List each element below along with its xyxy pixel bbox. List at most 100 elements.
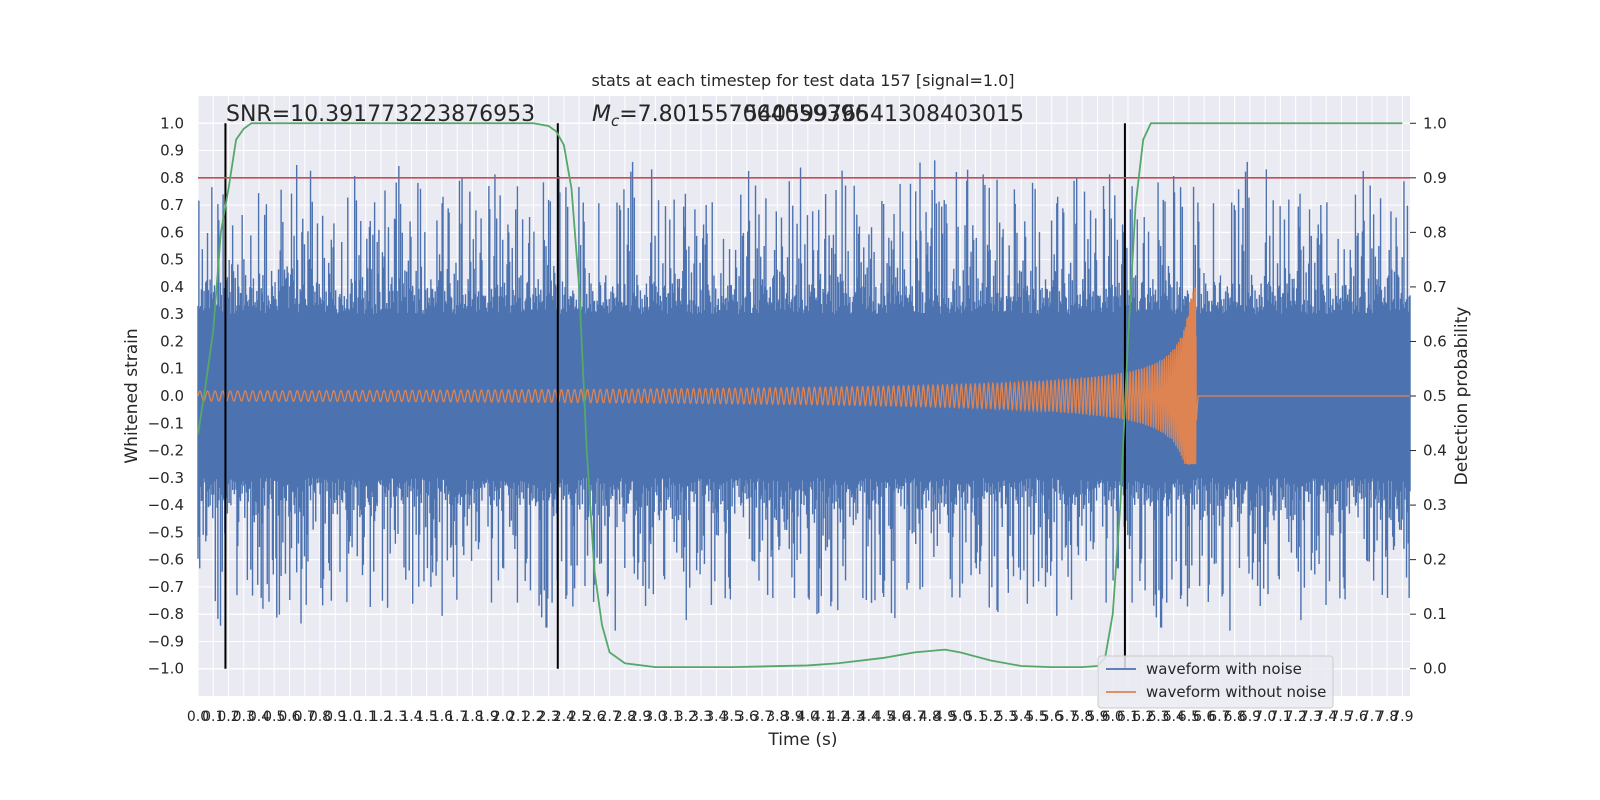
y2-tick-label: 0.9 (1423, 169, 1447, 187)
y-tick-label: −0.3 (148, 469, 184, 487)
x-tick-label: 2.6 (583, 709, 605, 725)
y-tick-label: 0.7 (160, 196, 184, 214)
x-tick-label: 4.8 (919, 709, 941, 725)
legend-label-noise: waveform with noise (1146, 660, 1302, 678)
x-tick-label: 7.9 (1391, 709, 1413, 725)
x-tick-label: 4.9 (934, 709, 956, 725)
x-tick-label: 2.0 (492, 709, 514, 725)
x-tick-label: 3.6 (736, 709, 758, 725)
x-tick-label: 1.5 (416, 709, 438, 725)
x-tick-label: 1.3 (385, 709, 407, 725)
x-tick-label: 3.2 (675, 709, 697, 725)
x-tick-label: 5.9 (1086, 709, 1108, 725)
x-axis-label: Time (s) (767, 730, 837, 750)
y2-tick-label: 0.0 (1423, 660, 1447, 678)
x-tick-label: 3.1 (659, 709, 681, 725)
y-tick-label: −0.5 (148, 523, 184, 541)
x-tick-label: 3.8 (766, 709, 788, 725)
y-tick-label: 0.0 (160, 387, 184, 405)
y-tick-label: −0.7 (148, 578, 184, 596)
y-tick-label: 1.0 (160, 114, 184, 132)
x-tick-label: 4.3 (842, 709, 864, 725)
x-tick-label: 4.7 (903, 709, 925, 725)
x-tick-label: 1.0 (339, 709, 361, 725)
x-tick-label: 5.3 (995, 709, 1017, 725)
x-tick-label: 2.5 (568, 709, 590, 725)
y-tick-label: 0.1 (160, 360, 184, 378)
x-tick-label: 7.3 (1300, 709, 1322, 725)
x-tick-label: 5.5 (1025, 709, 1047, 725)
x-tick-label: 5.4 (1010, 709, 1032, 725)
x-tick-label: 6.8 (1224, 709, 1246, 725)
x-tick-label: 6.5 (1178, 709, 1200, 725)
x-tick-label: 2.2 (522, 709, 544, 725)
x-tick-label: 6.9 (1239, 709, 1261, 725)
x-tick-label: 2.9 (629, 709, 651, 725)
y-tick-label: −0.6 (148, 551, 184, 569)
x-tick-label: 7.2 (1285, 709, 1307, 725)
series-detection-probability (197, 122, 1403, 668)
x-tick-label: 2.4 (553, 709, 575, 725)
y-axis-ticks: 1.0 0.9 0.8 0.7 0.6 0.5 0.4 0.3 0.2 0.1 0.0 −0.1 −0.… (148, 114, 184, 677)
mc-value: =7.801557064059396 (619, 102, 868, 127)
y2-axis-label: Detection probability (1452, 307, 1472, 486)
x-tick-label: 2.7 (598, 709, 620, 725)
x-tick-label: 2.8 (614, 709, 636, 725)
y2-tick-label: 0.3 (1423, 496, 1447, 514)
y-tick-label: 0.4 (160, 278, 184, 296)
legend-box (1097, 655, 1334, 709)
y-tick-label: −0.4 (148, 496, 184, 514)
mc-subscript: c (611, 112, 620, 130)
x-tick-label: 1.7 (446, 709, 468, 725)
x-tick-label: 6.6 (1193, 709, 1215, 725)
x-tick-label: 3.3 (690, 709, 712, 725)
x-tick-label: 5.8 (1071, 709, 1093, 725)
x-tick-label: 3.9 (781, 709, 803, 725)
x-tick-label: 7.7 (1361, 709, 1383, 725)
x-tick-label: 0.8 (309, 709, 331, 725)
x-tick-label: 7.8 (1376, 709, 1398, 725)
x-tick-label: 0.9 (324, 709, 346, 725)
x-axis-ticks: 0.00.10.20.30.40.50.60.70.80.91.01.11.21… (187, 709, 1414, 725)
x-tick-label: 5.0 (949, 709, 971, 725)
y2-tick-label: 0.8 (1423, 223, 1447, 241)
y-tick-label: 0.6 (160, 223, 184, 241)
snr-annotation: SNR=10.391773223876953 (226, 102, 535, 127)
y-tick-label: −0.1 (148, 414, 184, 432)
x-tick-label: 4.1 (812, 709, 834, 725)
x-tick-label: 0.2 (217, 709, 239, 725)
y2-tick-label: 1.0 (1423, 114, 1447, 132)
x-tick-label: 0.0 (187, 709, 209, 725)
y2-tick-label: 0.7 (1423, 278, 1447, 296)
y-axis-label: Whitened strain (122, 328, 142, 463)
y-tick-label: 0.3 (160, 305, 184, 323)
y2-axis-ticks: 1.0 0.9 0.8 0.7 0.6 0.5 0.4 0.3 0.2 0.1 0.0 (1410, 114, 1447, 678)
legend: waveform with noise waveform without noi… (1097, 655, 1334, 709)
x-tick-label: 2.3 (538, 709, 560, 725)
x-tick-label: 0.4 (248, 709, 270, 725)
x-tick-label: 6.7 (1208, 709, 1230, 725)
x-tick-label: 6.3 (1147, 709, 1169, 725)
x-tick-label: 1.8 (461, 709, 483, 725)
x-tick-label: 7.5 (1330, 709, 1352, 725)
x-tick-label: 6.0 (1102, 709, 1124, 725)
x-tick-label: 0.1 (202, 709, 224, 725)
y-tick-label: 0.9 (160, 142, 184, 160)
x-tick-label: 1.9 (477, 709, 499, 725)
x-tick-label: 6.2 (1132, 709, 1154, 725)
chirp-trace (197, 287, 1410, 465)
x-tick-label: 4.2 (827, 709, 849, 725)
x-tick-label: 4.0 (797, 709, 819, 725)
x-tick-label: 3.0 (644, 709, 666, 725)
x-tick-label: 1.1 (355, 709, 377, 725)
y2-tick-label: 0.6 (1423, 332, 1447, 350)
x-tick-label: 1.4 (400, 709, 422, 725)
y2-tick-label: 0.1 (1423, 605, 1447, 623)
x-tick-label: 5.1 (964, 709, 986, 725)
x-tick-label: 1.2 (370, 709, 392, 725)
y-tick-label: 0.8 (160, 169, 184, 187)
y-tick-label: −0.9 (148, 632, 184, 650)
x-tick-label: 4.6 (888, 709, 910, 725)
mc-symbol: M (592, 102, 611, 127)
